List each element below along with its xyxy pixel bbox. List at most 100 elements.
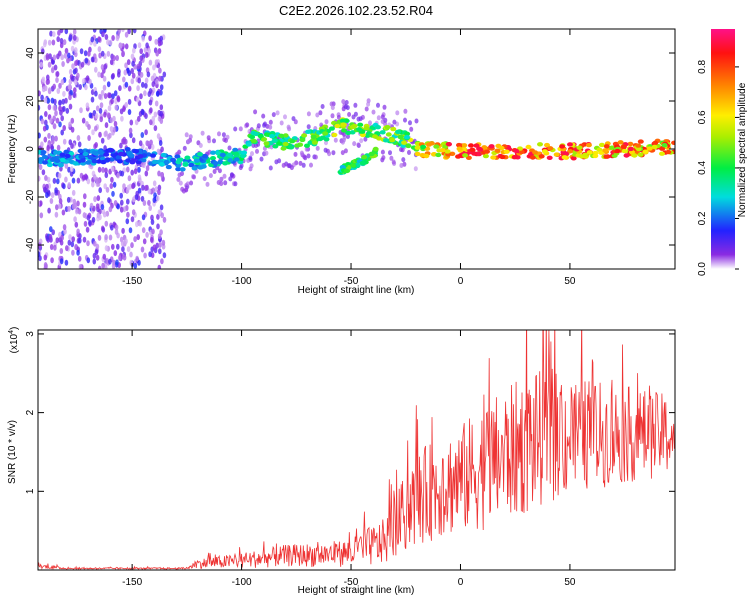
heatmap-noise-cell [87, 135, 91, 141]
heatmap-noise-cell [126, 198, 130, 205]
heatmap-trace-cell [401, 140, 408, 145]
heatmap-noise-cell [121, 227, 125, 234]
heatmap-noise-cell [83, 193, 87, 200]
figure-title: C2E2.2026.102.23.52.R04 [279, 3, 433, 18]
heatmap-noise-cell [79, 48, 84, 55]
heatmap-ytick-label: 0 [25, 146, 36, 152]
heatmap-noise-cell [73, 87, 77, 94]
heatmap-trace-cell [197, 152, 203, 157]
heatmap-noise-cell [54, 211, 59, 218]
heatmap-noise-cell [60, 115, 64, 122]
heatmap-noise-cell [155, 195, 160, 202]
heatmap-noise-cell [97, 36, 101, 43]
heatmap-trace-cell [481, 145, 488, 150]
heatmap-noise-cell [120, 240, 125, 247]
heatmap-noise-cell [51, 135, 55, 142]
heatmap-trace-cell [249, 134, 256, 140]
heatmap-noise-cell [144, 185, 148, 192]
heatmap-noise-cell [52, 31, 56, 38]
heatmap-trace-cell [469, 147, 476, 153]
heatmap-trace-cell [174, 154, 181, 159]
colorbar-ticks: 0.0 0.2 0.4 0.6 0.8 [697, 60, 739, 276]
heatmap-trace-cell [278, 133, 285, 138]
heatmap-noise-cell [81, 78, 86, 85]
heatmap-noise-cell [78, 237, 82, 244]
heatmap-noise-cell [132, 47, 136, 54]
heatmap-xtick-label: -50 [344, 276, 359, 287]
heatmap-noise-cell [154, 38, 158, 45]
heatmap-noise-cell [409, 126, 414, 132]
heatmap-noise-cell [98, 107, 103, 114]
heatmap-trace-cell [372, 146, 379, 152]
heatmap-noise-cell [392, 119, 397, 125]
heatmap-noise-cell [116, 172, 120, 179]
heatmap-noise-cell [233, 126, 238, 132]
heatmap-noise-cell [68, 34, 73, 41]
heatmap-noise-cell [341, 137, 346, 143]
heatmap-trace-cell [128, 153, 135, 158]
heatmap-noise-cell [120, 170, 125, 177]
heatmap-trace-cell [334, 123, 341, 129]
heatmap-trace-cell [603, 144, 610, 149]
heatmap-noise-cell [68, 234, 72, 241]
heatmap-noise-cell [143, 252, 147, 259]
heatmap-noise-cell [144, 129, 148, 136]
heatmap-noise-cell [323, 147, 328, 153]
heatmap-noise-cell [139, 48, 143, 55]
heatmap-noise-cell [87, 50, 91, 57]
heatmap-trace-cell [217, 159, 224, 165]
heatmap-noise-cell [129, 119, 134, 126]
heatmap-noise-cell [97, 265, 102, 269]
heatmap-trace-cell [546, 155, 553, 160]
heatmap-noise-cell [380, 114, 385, 120]
snr-ytick-label: 3 [25, 331, 36, 337]
heatmap-trace-cell [110, 152, 117, 158]
heatmap-noise-cell [56, 88, 61, 94]
heatmap-noise-cell [129, 251, 133, 258]
heatmap-noise-cell [93, 40, 97, 47]
heatmap-noise-cell [86, 178, 91, 185]
heatmap-trace-cell [250, 138, 257, 144]
snr-frame [37, 329, 676, 571]
heatmap-noise-cell [127, 175, 132, 182]
heatmap-noise-cell [303, 155, 308, 161]
heatmap-noise-cell [403, 117, 407, 123]
heatmap-noise-cell [98, 93, 102, 100]
heatmap-noise-cell [157, 170, 161, 177]
heatmap-noise-cell [159, 229, 163, 236]
snr-ylabel: SNR (10 * v/v) [7, 420, 18, 484]
heatmap-trace-cell [385, 132, 392, 137]
heatmap-trace-cell [439, 148, 446, 153]
heatmap-noise-cell [137, 77, 141, 84]
heatmap-trace-cell [222, 161, 229, 166]
heatmap-noise-cell [74, 60, 78, 67]
colorbar-tick-label: 0.6 [697, 110, 708, 124]
heatmap-noise-cell [117, 29, 121, 34]
heatmap-noise-cell [137, 42, 142, 49]
heatmap-trace-cell [40, 150, 47, 155]
heatmap-noise-cell [158, 241, 162, 248]
heatmap-noise-cell [50, 97, 55, 104]
heatmap-noise-cell [61, 209, 66, 216]
heatmap-noise-cell [120, 199, 124, 206]
snr-scale-label: (x104) [8, 327, 20, 354]
heatmap-noise-cell [414, 118, 419, 124]
heatmap-noise-cell [212, 169, 217, 174]
heatmap-trace-cell [276, 141, 283, 146]
heatmap-noise-cell [340, 150, 345, 156]
heatmap-noise-cell [61, 98, 66, 105]
heatmap-noise-cell [157, 184, 162, 191]
heatmap-noise-cell [343, 148, 348, 154]
heatmap-noise-cell [60, 129, 64, 136]
heatmap-trace-cell [462, 153, 469, 158]
heatmap-noise-cell [108, 258, 112, 265]
heatmap-noise-cell [122, 183, 126, 190]
heatmap-noise-cell [112, 181, 117, 188]
heatmap-trace-cell [175, 159, 182, 165]
heatmap-noise-cell [152, 180, 157, 187]
heatmap-noise-cell [135, 221, 139, 228]
heatmap-noise-cell [140, 195, 145, 202]
heatmap-trace-cell [117, 159, 123, 164]
heatmap-trace-cell [562, 151, 569, 156]
heatmap-noise-cell [135, 190, 139, 197]
